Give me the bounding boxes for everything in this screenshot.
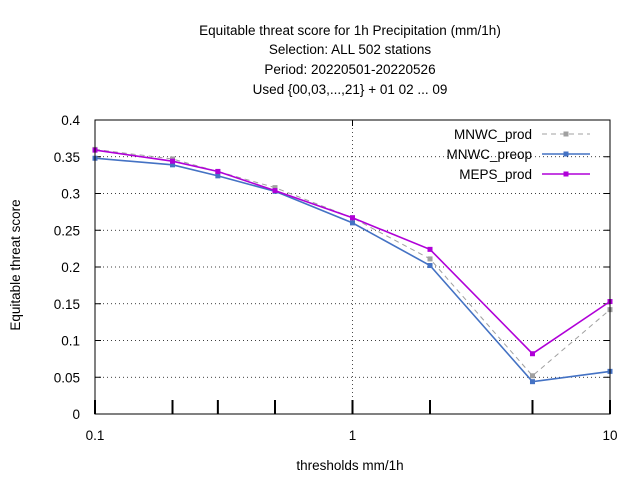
data-point-MNWC_preop [350, 220, 355, 226]
data-point-MNWC_prod [272, 185, 278, 191]
data-point-MEPS_prod [170, 158, 176, 164]
y-tick-label: 0 [72, 407, 80, 422]
y-tick-label: 0.25 [54, 223, 80, 238]
data-point-MNWC_preop [215, 173, 221, 179]
chart-title-line-3: Period: 20220501-20220526 [264, 62, 435, 77]
y-axis-label: Equitable threat score [8, 199, 23, 330]
x-axis-label: thresholds mm/1h [296, 458, 403, 473]
data-point-MNWC_prod [529, 373, 535, 379]
legend-swatch-marker [563, 131, 569, 137]
series-line-MEPS_prod [94, 149, 611, 355]
data-point-MNWC_preop [170, 162, 176, 168]
legend-label: MNWC_preop [446, 147, 532, 162]
axis-ticks: 0 0.05 0.1 0.15 0.2 0.25 0.3 0.35 0.4 0.1 1 10 [54, 113, 618, 443]
plot-frame [94, 119, 611, 415]
series-lines [92, 146, 613, 385]
legend-swatch-marker [563, 171, 569, 177]
data-point-MEPS_prod [427, 246, 433, 252]
series-line-MNWC_preop [94, 157, 611, 383]
y-tick-label: 0.15 [54, 297, 80, 312]
data-point-MEPS_prod [215, 168, 221, 174]
y-tick-label: 0.2 [61, 260, 80, 275]
data-point-MEPS_prod [529, 351, 535, 357]
data-point-MNWC_preop [427, 263, 433, 269]
legend-label: MEPS_prod [459, 167, 532, 182]
data-point-MEPS_prod [350, 215, 355, 221]
series-line-MNWC_prod [94, 148, 611, 377]
y-tick-label: 0.05 [54, 370, 80, 385]
data-point-MEPS_prod [272, 188, 278, 194]
y-tick-label: 0.35 [54, 150, 80, 165]
y-tick-label: 0.4 [61, 113, 80, 128]
legend: MNWC_prod MNWC_preop MEPS_prod [446, 127, 590, 182]
grid-lines [95, 120, 610, 414]
legend-label: MNWC_prod [454, 127, 532, 142]
chart-title-line-4: Used {00,03,...,21} + 01 02 ... 09 [253, 82, 448, 97]
x-tick-label: 0.1 [86, 428, 105, 443]
x-tick-label: 1 [349, 428, 357, 443]
y-tick-label: 0.3 [61, 187, 80, 202]
x-tick-label: 10 [602, 428, 617, 443]
chart-title-line-2: Selection: ALL 502 stations [269, 42, 432, 57]
legend-swatch-marker [563, 151, 569, 157]
chart-title-line-1: Equitable threat score for 1h Precipitat… [199, 23, 501, 38]
y-tick-label: 0.1 [61, 334, 80, 349]
data-point-MNWC_preop [529, 379, 535, 385]
data-point-MNWC_prod [427, 256, 433, 262]
